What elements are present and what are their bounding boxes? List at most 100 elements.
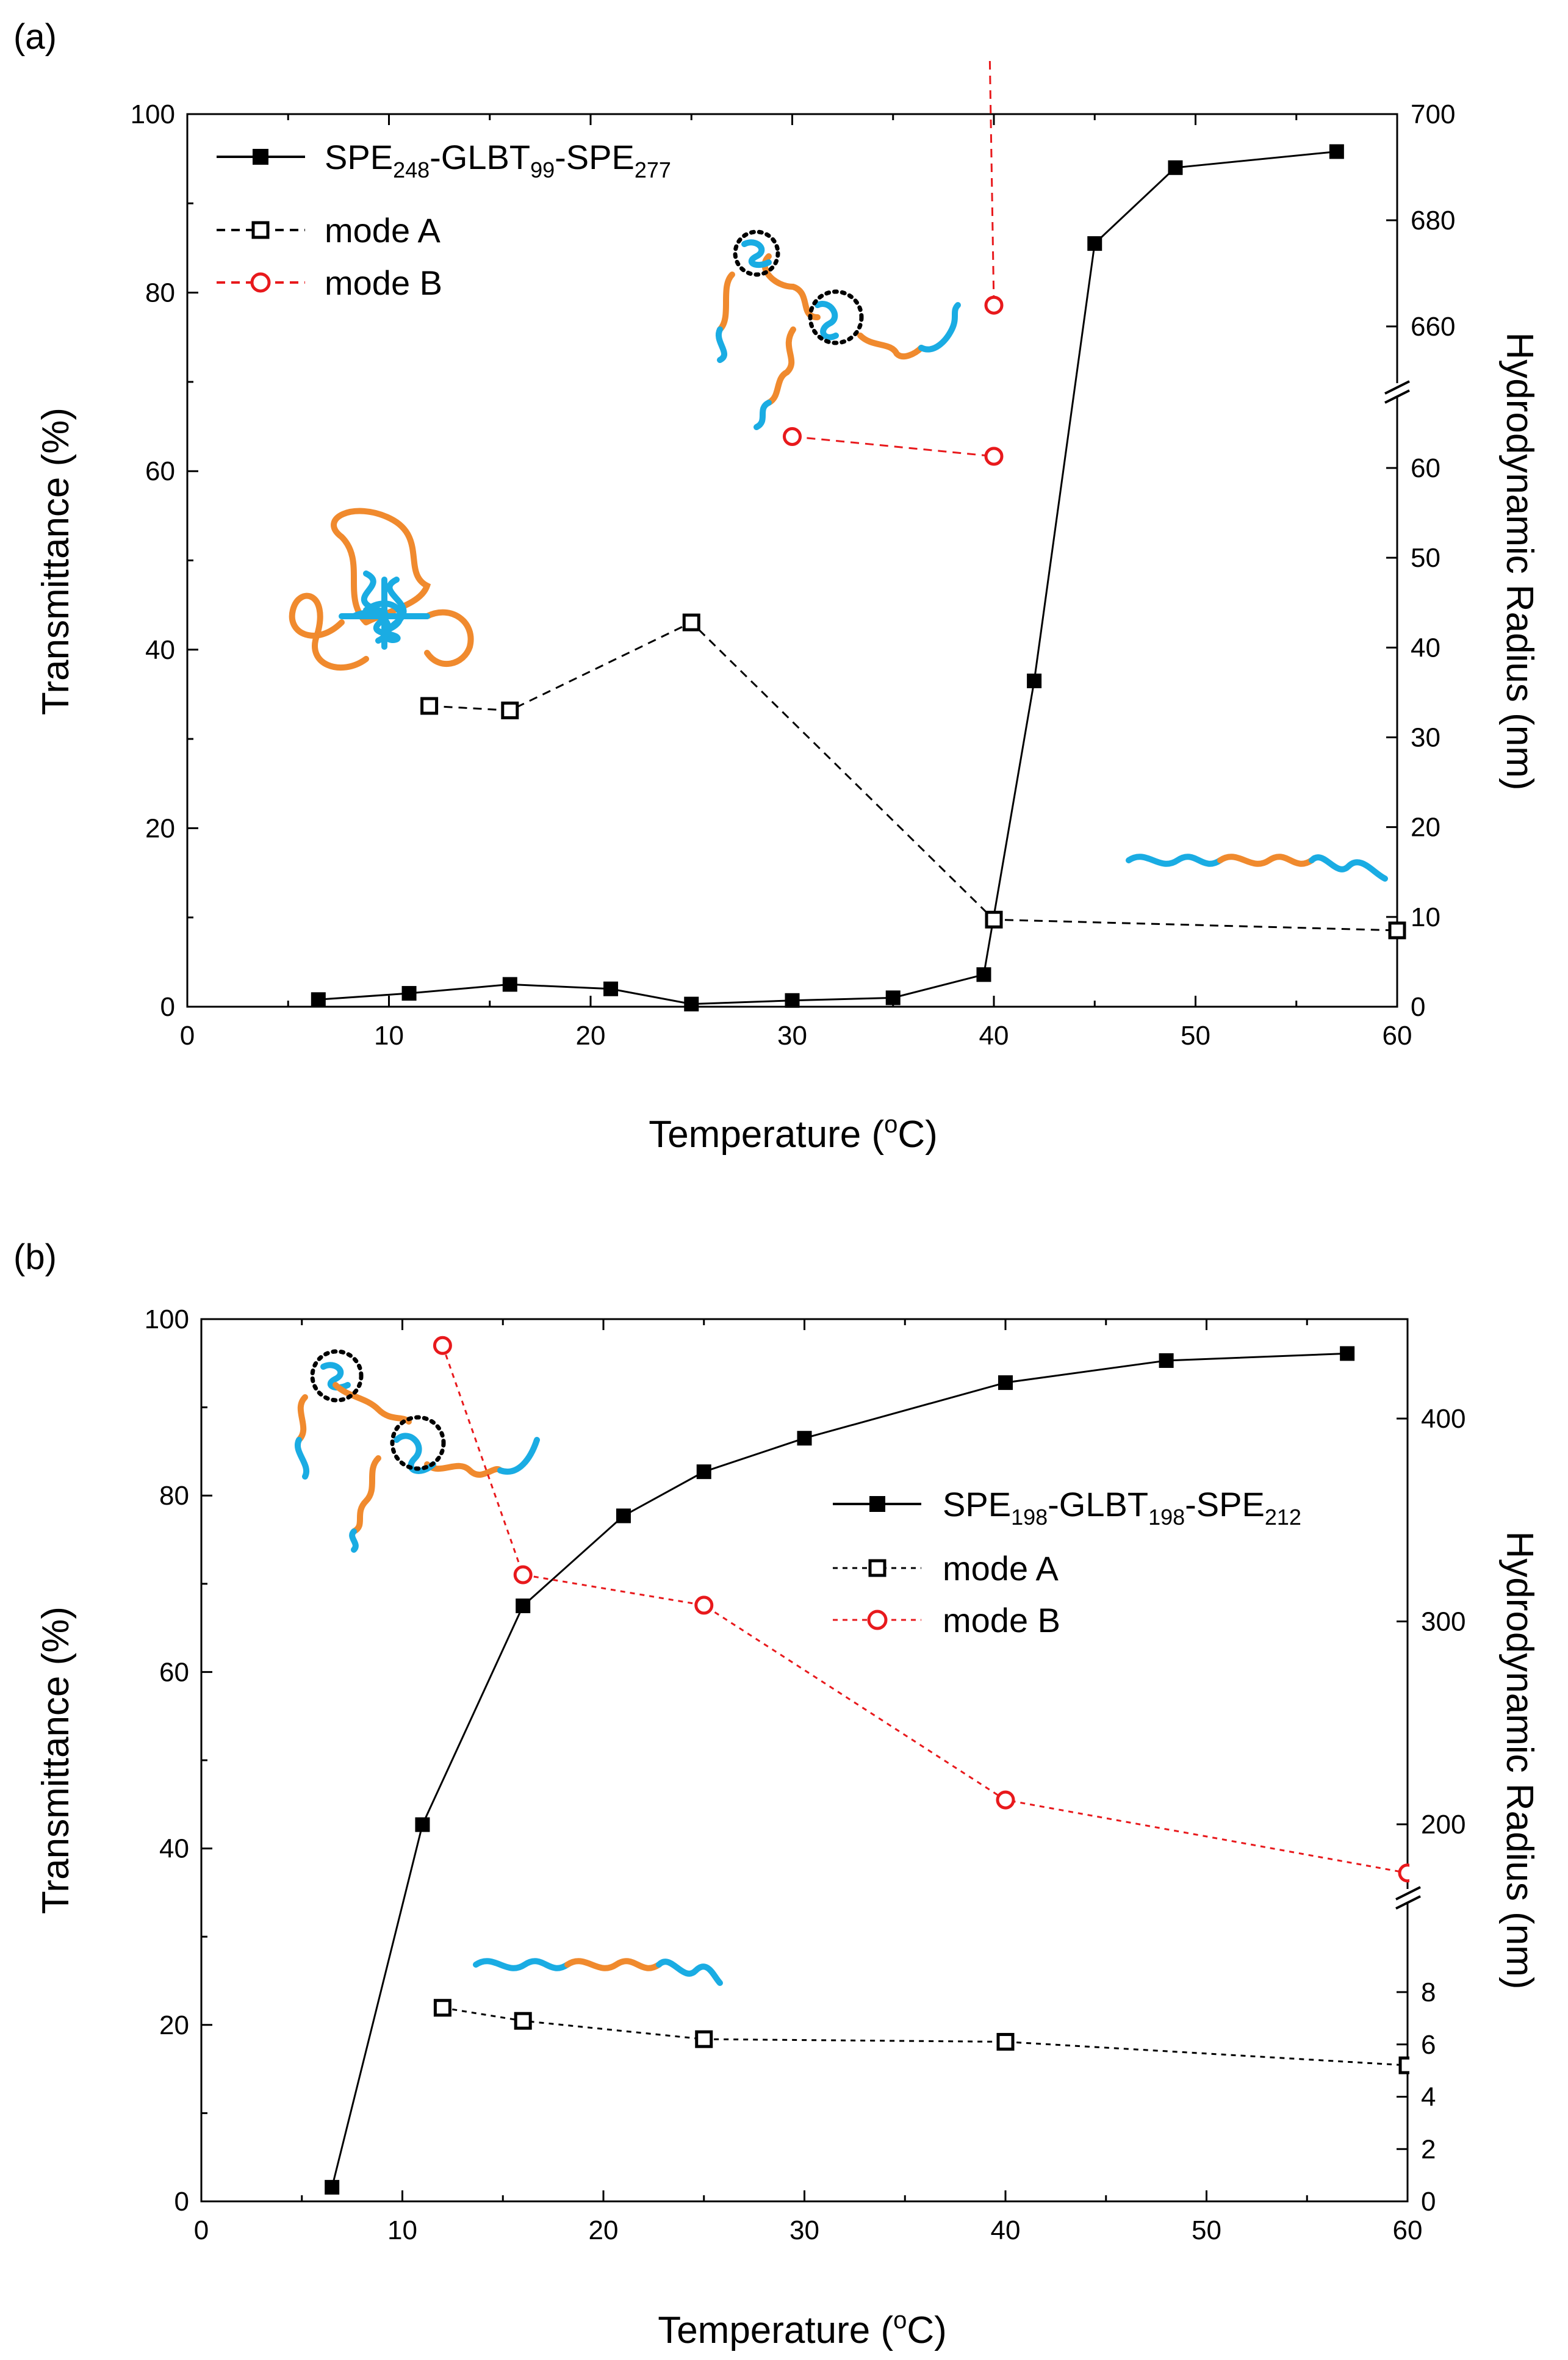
y-tick-label: 60: [159, 1657, 189, 1687]
data-point-mode-a: [514, 2012, 532, 2030]
data-point-transmittance: [1159, 1353, 1174, 1368]
y-tick-label: 20: [159, 2010, 189, 2040]
data-point-mode-b: [1398, 1863, 1409, 1883]
micelle-cluster-illustration-a: [716, 229, 961, 430]
y2-lower-tick-label: 8: [1421, 1977, 1436, 2007]
y2-lower-tick-label: 40: [1411, 633, 1440, 663]
y-tick-label: 40: [145, 635, 175, 665]
y2-lower-tick-label: 2: [1421, 2134, 1436, 2164]
x-tick-label: 10: [387, 2215, 417, 2245]
x-tick-label: 50: [1192, 2215, 1221, 2245]
x-axis-title-a: Temperature (oC): [649, 1111, 938, 1156]
y2-lower-tick-label: 50: [1411, 543, 1440, 573]
axis-break-b: [1395, 1886, 1422, 1910]
svg-text:mode A: mode A: [325, 211, 441, 250]
y-axis-title-b: Transmittance (%): [35, 1606, 77, 1914]
x-tick-label: 50: [1181, 1021, 1210, 1051]
y-tick-label: 80: [159, 1481, 189, 1511]
y2-axis-title-a: Hydrodynamic Radius (nm): [1498, 332, 1541, 790]
y2-upper-tick-label: 660: [1411, 312, 1455, 342]
y2-lower-tick-label: 4: [1421, 2082, 1436, 2112]
data-point-transmittance: [797, 1431, 812, 1446]
data-point-mode-a: [1398, 2056, 1409, 2074]
data-point-transmittance: [1329, 144, 1344, 159]
data-point-transmittance: [603, 981, 619, 996]
y-tick-label: 60: [145, 456, 175, 486]
x-tick-label: 20: [576, 1021, 606, 1051]
x-tick-label: 30: [789, 2215, 819, 2245]
series-line-mode-B: [988, 61, 995, 306]
data-point-mode-a: [1388, 921, 1406, 940]
x-axis-title-b: Temperature (oC): [658, 2307, 947, 2351]
svg-text:SPE248-GLBT99-SPE277: SPE248-GLBT99-SPE277: [325, 138, 671, 182]
y2-lower-tick-label: 60: [1411, 453, 1440, 483]
data-point-mode-b: [513, 1565, 533, 1585]
svg-text:mode B: mode B: [943, 1601, 1060, 1639]
data-point-transmittance: [684, 996, 699, 1012]
data-point-transmittance: [976, 967, 991, 982]
y-tick-label: 100: [131, 99, 175, 129]
data-point-mode-a: [682, 613, 700, 631]
panel-a-label: (a): [13, 17, 57, 57]
panel-b-label: (b): [13, 1237, 57, 1277]
x-tick-label: 20: [589, 2215, 619, 2245]
y-tick-label: 20: [145, 813, 175, 843]
legend-entry-mode-a-b: mode A: [833, 1549, 1059, 1588]
data-point-mode-b: [694, 1596, 714, 1615]
y2-upper-tick-label: 680: [1411, 206, 1455, 236]
y2-axis-title-b: Hydrodynamic Radius (nm): [1498, 1531, 1541, 1989]
y2-lower-tick-label: 6: [1421, 2030, 1436, 2060]
data-point-transmittance: [415, 1817, 430, 1832]
data-point-mode-a: [501, 701, 519, 719]
x-tick-label: 40: [991, 2215, 1021, 2245]
data-point-transmittance: [1087, 236, 1102, 251]
data-point-mode-a: [985, 910, 1003, 929]
data-point-transmittance: [401, 986, 417, 1001]
x-tick-label: 0: [180, 1021, 195, 1051]
data-point-mode-b: [984, 295, 1004, 315]
axis-break-a: [1384, 380, 1411, 404]
series-line-mode-B: [792, 435, 994, 458]
svg-text:mode A: mode A: [943, 1549, 1059, 1588]
data-point-mode-b: [783, 426, 802, 446]
y2-lower-tick-label: 10: [1411, 902, 1440, 932]
data-point-mode-b: [996, 1790, 1015, 1810]
data-point-mode-a: [695, 2030, 713, 2048]
x-tick-label: 40: [979, 1021, 1009, 1051]
micelle-cluster-illustration-b: [295, 1349, 540, 1553]
y-tick-label: 0: [174, 2187, 189, 2217]
series-line-transmittance: [331, 1352, 1348, 2188]
unimer-illustration-b: [473, 1958, 723, 1986]
data-point-mode-a: [996, 2032, 1015, 2051]
data-point-transmittance: [998, 1375, 1013, 1390]
plot-frame-b: [200, 1318, 1409, 2203]
series-line-mode-A: [429, 621, 1398, 932]
series-line-transmittance: [318, 150, 1337, 1006]
star-micelle-illustration: [289, 508, 474, 671]
data-point-transmittance: [1027, 674, 1042, 689]
legend-a: SPE248-GLBT99-SPE277 mode A mode B: [217, 138, 671, 302]
data-point-transmittance: [325, 2179, 340, 2195]
y2-upper-tick-label: 200: [1421, 1810, 1466, 1840]
x-tick-label: 0: [194, 2215, 209, 2245]
y2-lower-tick-label: 30: [1411, 723, 1440, 753]
legend-b: SPE198-GLBT198-SPE212 mode A mode B: [833, 1485, 1301, 1639]
svg-text:mode B: mode B: [325, 264, 442, 302]
legend-entry-mode-b-a: mode B: [217, 264, 442, 302]
y2-upper-tick-label: 400: [1421, 1404, 1466, 1434]
unimer-illustration-a: [1126, 854, 1388, 882]
y-tick-label: 0: [160, 992, 175, 1022]
series-line-mode-A: [442, 2007, 1408, 2067]
x-tick-label: 60: [1393, 2215, 1423, 2245]
data-point-transmittance: [616, 1508, 631, 1524]
y2-lower-tick-label: 20: [1411, 813, 1440, 843]
y-axis-title-a: Transmittance (%): [35, 408, 77, 715]
y2-upper-tick-label: 700: [1411, 99, 1455, 129]
data-point-transmittance: [785, 993, 800, 1008]
y-tick-label: 100: [145, 1304, 189, 1334]
y2-lower-tick-label: 0: [1411, 992, 1425, 1022]
y-tick-label: 40: [159, 1834, 189, 1864]
data-point-transmittance: [885, 990, 901, 1006]
